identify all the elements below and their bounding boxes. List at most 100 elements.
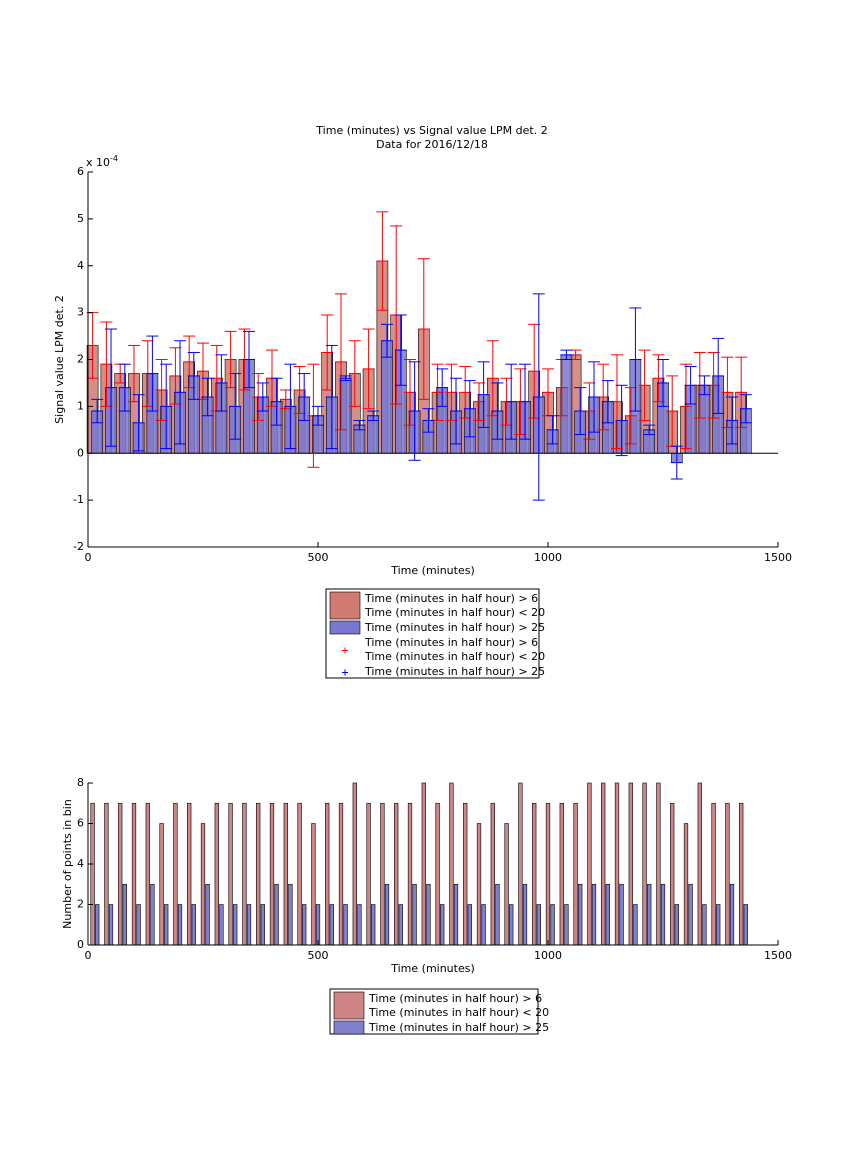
bar — [560, 354, 573, 454]
error-bar — [270, 377, 283, 426]
bar — [380, 802, 385, 946]
bar — [367, 415, 380, 454]
legend-label: Time (minutes in half hour) > 6 — [368, 992, 542, 1005]
error-bar — [491, 382, 504, 440]
error-bar — [243, 330, 255, 389]
bar — [509, 904, 514, 946]
bar — [495, 883, 500, 946]
bar — [384, 883, 390, 946]
error-bar — [726, 396, 738, 445]
bar — [725, 802, 730, 946]
bar — [698, 384, 711, 454]
bar — [702, 904, 707, 946]
bar — [683, 823, 689, 946]
bar — [283, 802, 288, 946]
x-tick-label: 0 — [85, 949, 92, 962]
legend-label: Time (minutes in half hour) > 6 — [364, 636, 538, 649]
error-bar — [459, 366, 472, 419]
bar — [426, 883, 431, 946]
error-bar — [284, 363, 297, 450]
error-bar — [293, 366, 306, 414]
error-bar — [256, 382, 269, 412]
error-bar — [643, 424, 656, 435]
bar — [660, 883, 666, 946]
bar — [159, 823, 164, 946]
error-bar — [680, 363, 692, 450]
y-multiplier-exponent: -4 — [110, 154, 118, 163]
error-bar — [362, 328, 375, 410]
error-bar — [417, 258, 430, 400]
bar — [453, 883, 459, 946]
bar — [449, 782, 454, 946]
bar — [219, 904, 224, 946]
bar — [95, 904, 100, 946]
error-bar — [224, 330, 237, 389]
error-bar — [519, 363, 531, 440]
bar — [490, 802, 495, 946]
bar — [214, 802, 219, 946]
error-bar — [105, 328, 117, 447]
y-tick-label: 4 — [77, 259, 84, 272]
error-bar — [321, 314, 334, 391]
legend-label: Time (minutes in half hour) < 20 — [368, 1006, 549, 1019]
error-bar — [197, 342, 209, 400]
bar — [421, 782, 426, 946]
bar — [131, 802, 137, 946]
error-bar — [100, 321, 113, 407]
bar — [366, 802, 371, 946]
y-tick-label: 0 — [77, 938, 84, 951]
error-bar — [376, 211, 389, 311]
error-bar — [629, 307, 642, 412]
legend-patch — [329, 620, 361, 635]
bar — [688, 883, 693, 946]
error-bar — [712, 337, 725, 414]
error-bar — [353, 419, 366, 431]
error-bar — [477, 361, 490, 428]
legend-marker — [342, 669, 348, 676]
bar — [716, 904, 721, 946]
chart-subtitle: Data for 2016/12/18 — [376, 138, 488, 151]
bar — [739, 802, 744, 946]
error-bar — [450, 377, 462, 445]
x-tick-label: 500 — [308, 551, 329, 564]
error-bar — [91, 398, 104, 424]
x-axis-label: Time (minutes) — [390, 962, 475, 975]
y-tick-label: 3 — [77, 306, 84, 319]
error-bar — [155, 359, 168, 421]
bar — [559, 802, 564, 946]
bar — [90, 802, 95, 946]
bar — [200, 823, 206, 946]
bar — [398, 904, 403, 946]
error-bar — [638, 349, 651, 421]
bar — [601, 782, 606, 946]
bar — [573, 802, 578, 946]
error-bar — [312, 405, 324, 426]
bar — [614, 782, 620, 946]
bar — [656, 782, 661, 946]
bar — [357, 904, 362, 946]
bar — [269, 802, 275, 946]
bar — [122, 883, 127, 946]
bar — [545, 802, 551, 946]
bar — [164, 904, 169, 946]
bar — [150, 883, 155, 946]
error-bar — [169, 347, 182, 405]
error-bar — [408, 361, 421, 461]
bar — [338, 802, 344, 946]
error-bar — [652, 354, 665, 403]
error-bar — [183, 335, 196, 389]
bar — [518, 782, 523, 946]
error-bar — [698, 375, 711, 396]
bar — [504, 823, 509, 946]
bar — [325, 802, 330, 946]
error-bar — [505, 363, 518, 440]
legend-label: Time (minutes in half hour) > 25 — [364, 621, 545, 634]
error-bar — [546, 415, 559, 445]
bar — [394, 802, 399, 946]
error-bar — [422, 408, 435, 433]
error-bar — [735, 356, 748, 428]
legend-marker — [342, 647, 348, 654]
error-bar — [601, 380, 614, 424]
error-bar — [473, 382, 485, 421]
